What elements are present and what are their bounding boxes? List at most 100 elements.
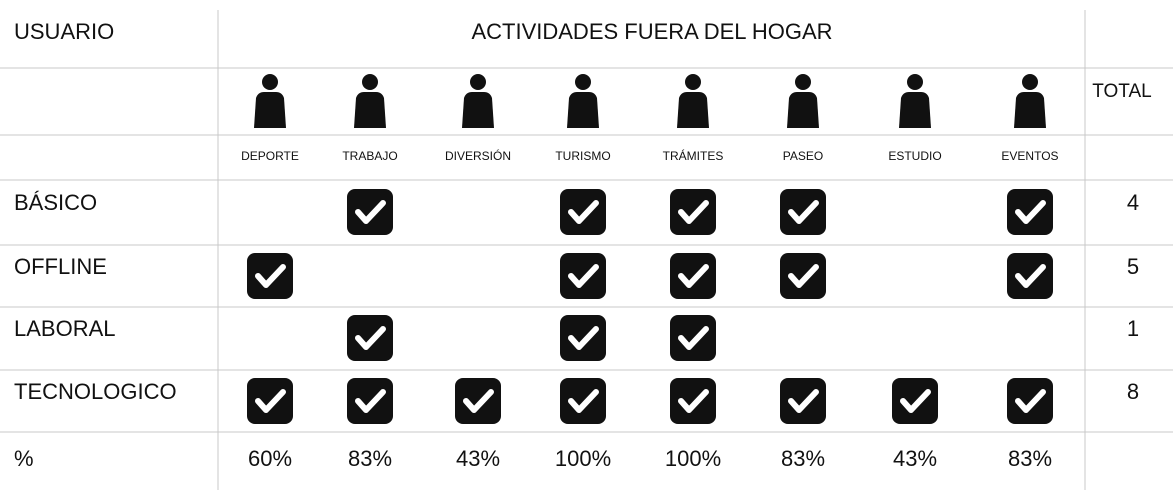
checkbox-box — [780, 189, 826, 235]
checkbox — [455, 378, 501, 424]
checkbox — [1007, 253, 1053, 299]
checkbox-tick — [463, 389, 494, 413]
icon-head — [685, 74, 701, 90]
percent-value: 83% — [1008, 446, 1052, 471]
checkbox-tick — [678, 264, 709, 288]
checkbox-tick — [900, 389, 931, 413]
row-total: 1 — [1127, 316, 1139, 341]
activity-icon — [677, 74, 709, 128]
percent-value: 43% — [893, 446, 937, 471]
checkbox — [347, 189, 393, 235]
checkbox-box — [670, 315, 716, 361]
checkbox-box — [560, 189, 606, 235]
icon-head — [262, 74, 278, 90]
checkbox-tick — [255, 389, 286, 413]
checkbox — [780, 378, 826, 424]
checkbox-tick — [678, 326, 709, 350]
column-label: TRABAJO — [342, 149, 397, 163]
checkbox-box — [560, 315, 606, 361]
checkbox-tick — [568, 200, 599, 224]
checkbox — [780, 253, 826, 299]
checkbox — [560, 253, 606, 299]
percent-label: % — [14, 446, 34, 471]
checkbox-box — [347, 378, 393, 424]
checkbox-box — [247, 253, 293, 299]
icon-body — [899, 92, 931, 128]
checkbox-tick — [568, 326, 599, 350]
checkbox-tick — [1015, 264, 1046, 288]
row-total: 8 — [1127, 379, 1139, 404]
checkbox-tick — [678, 389, 709, 413]
column-label: DEPORTE — [241, 149, 299, 163]
checkbox — [1007, 189, 1053, 235]
icon-body — [677, 92, 709, 128]
checkbox — [247, 378, 293, 424]
row-label: BÁSICO — [14, 190, 97, 215]
checkbox-tick — [1015, 389, 1046, 413]
checkbox-box — [780, 378, 826, 424]
checkbox-box — [780, 253, 826, 299]
icon-body — [567, 92, 599, 128]
checkbox-box — [892, 378, 938, 424]
checkbox-box — [670, 189, 716, 235]
checkbox-box — [560, 253, 606, 299]
row-total: 5 — [1127, 254, 1139, 279]
percent-value: 83% — [348, 446, 392, 471]
checkbox-box — [670, 253, 716, 299]
checkbox-box — [670, 378, 716, 424]
percent-value: 100% — [555, 446, 611, 471]
row-label: LABORAL — [14, 316, 116, 341]
icon-body — [354, 92, 386, 128]
checkbox — [670, 253, 716, 299]
checkbox — [892, 378, 938, 424]
checkbox — [560, 189, 606, 235]
checkbox-box — [455, 378, 501, 424]
checkbox-tick — [788, 389, 819, 413]
percent-value: 43% — [456, 446, 500, 471]
activity-icon — [354, 74, 386, 128]
corner-header: USUARIO — [14, 19, 114, 44]
checkbox-tick — [788, 264, 819, 288]
column-label: EVENTOS — [1001, 149, 1058, 163]
checkbox-box — [1007, 253, 1053, 299]
column-label: TURISMO — [555, 149, 610, 163]
checkbox — [1007, 378, 1053, 424]
icon-body — [462, 92, 494, 128]
checkbox-tick — [355, 200, 386, 224]
group-header: ACTIVIDADES FUERA DEL HOGAR — [471, 19, 832, 44]
row-label: TECNOLOGICO — [14, 379, 177, 404]
row-label: OFFLINE — [14, 254, 107, 279]
checkbox — [247, 253, 293, 299]
icon-head — [795, 74, 811, 90]
checkbox — [560, 378, 606, 424]
icon-head — [470, 74, 486, 90]
checkbox — [347, 378, 393, 424]
checkbox-tick — [355, 389, 386, 413]
icon-head — [1022, 74, 1038, 90]
percent-value: 60% — [248, 446, 292, 471]
percent-value: 100% — [665, 446, 721, 471]
checkbox-tick — [1015, 200, 1046, 224]
activity-icon — [787, 74, 819, 128]
checkbox-box — [247, 378, 293, 424]
checkbox-box — [560, 378, 606, 424]
checkbox-tick — [568, 264, 599, 288]
total-header: TOTAL — [1092, 81, 1151, 102]
checkbox — [560, 315, 606, 361]
checkbox-tick — [255, 264, 286, 288]
icon-head — [907, 74, 923, 90]
activity-icon — [254, 74, 286, 128]
checkbox-box — [1007, 378, 1053, 424]
checkbox-box — [347, 315, 393, 361]
checkbox-tick — [788, 200, 819, 224]
checkbox-box — [347, 189, 393, 235]
checkbox-tick — [355, 326, 386, 350]
column-label: PASEO — [783, 149, 823, 163]
checkbox — [670, 315, 716, 361]
activity-icon — [899, 74, 931, 128]
icon-head — [362, 74, 378, 90]
row-total: 4 — [1127, 190, 1139, 215]
column-label: TRÁMITES — [663, 148, 724, 163]
icon-head — [575, 74, 591, 90]
